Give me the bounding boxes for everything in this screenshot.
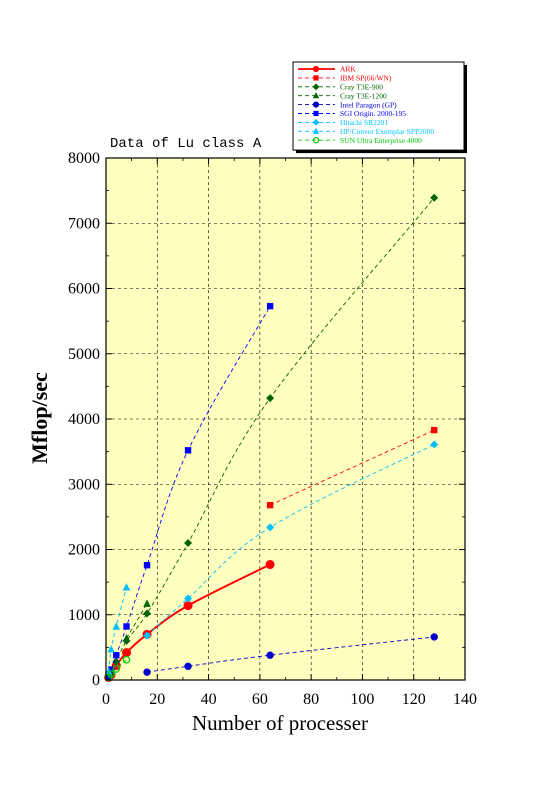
data-point bbox=[112, 622, 121, 630]
data-point bbox=[266, 651, 274, 659]
series-line bbox=[146, 636, 435, 673]
y-tick-label: 8000 bbox=[68, 150, 100, 167]
series-line bbox=[146, 444, 435, 636]
x-tick-label: 100 bbox=[350, 691, 374, 708]
data-point bbox=[143, 668, 151, 676]
y-tick-label: 7000 bbox=[68, 215, 100, 232]
legend-label: HP/Conver Exemplar SPP2000 bbox=[340, 127, 434, 136]
y-tick-label: 0 bbox=[92, 672, 100, 689]
series-cray-t3e-1200 bbox=[122, 599, 151, 642]
legend-box bbox=[292, 61, 465, 151]
legend-item: ARK bbox=[298, 65, 356, 74]
data-point bbox=[113, 652, 120, 659]
data-point bbox=[184, 447, 192, 454]
data-point bbox=[184, 662, 192, 670]
legend-item: HP/Conver Exemplar SPP2000 bbox=[298, 127, 434, 136]
data-point bbox=[312, 92, 320, 99]
legend-item: Intel Paragon (GP) bbox=[298, 100, 397, 109]
data-point bbox=[143, 561, 151, 569]
data-point bbox=[122, 655, 131, 664]
data-point bbox=[122, 648, 132, 658]
data-point bbox=[312, 127, 320, 134]
legend-label: ARK bbox=[340, 65, 356, 74]
x-tick-label: 140 bbox=[453, 691, 477, 708]
data-point bbox=[430, 633, 438, 641]
legend-label: Intel Paragon (GP) bbox=[340, 100, 397, 109]
y-tick-label: 4000 bbox=[68, 411, 100, 428]
data-point bbox=[107, 666, 115, 673]
data-point bbox=[312, 136, 320, 144]
x-tick-label: 80 bbox=[303, 691, 319, 708]
x-tick-label: 40 bbox=[201, 691, 217, 708]
series-hitachi-sr2201 bbox=[143, 440, 439, 640]
data-point bbox=[123, 623, 130, 630]
data-point bbox=[312, 119, 320, 126]
data-point bbox=[313, 75, 319, 81]
data-point bbox=[143, 631, 152, 640]
data-point bbox=[122, 634, 131, 642]
y-tick-label: 3000 bbox=[68, 476, 100, 493]
series-hp-conver-exemplar-spp2000 bbox=[104, 583, 131, 675]
y-axis-title: Mflop/sec bbox=[27, 372, 52, 464]
legend-label: Hitachi SR2201 bbox=[340, 118, 388, 127]
data-point bbox=[122, 583, 131, 591]
legend-label: SGI Origin. 2000-195 bbox=[340, 109, 406, 118]
axes: 0 20 40 60 80 100 120 140 0 1000 2000 3000 4000 5000 6… bbox=[68, 150, 477, 708]
x-tick-label: 0 bbox=[102, 691, 110, 708]
data-point bbox=[312, 65, 320, 73]
y-tick-label: 5000 bbox=[68, 346, 100, 363]
data-point bbox=[312, 83, 320, 91]
data-point bbox=[112, 665, 121, 673]
legend-item: Cray T3E-1200 bbox=[298, 91, 387, 100]
data-point bbox=[143, 609, 152, 618]
series-intel-paragon-gp bbox=[143, 633, 438, 676]
plot-background bbox=[106, 158, 465, 680]
data-point bbox=[430, 440, 439, 449]
data-point bbox=[107, 670, 115, 678]
y-tick-label: 1000 bbox=[68, 607, 100, 624]
data-point bbox=[183, 601, 193, 611]
data-point bbox=[143, 599, 151, 607]
data-point bbox=[431, 426, 438, 434]
plot-area bbox=[106, 158, 465, 680]
x-axis-title: Number of processer bbox=[192, 711, 368, 735]
chart-title: Data of Lu class A bbox=[110, 136, 262, 152]
gridlines bbox=[106, 158, 465, 680]
x-tick-label: 20 bbox=[149, 691, 165, 708]
data-point bbox=[266, 302, 274, 310]
legend-item: Hitachi SR2201 bbox=[298, 118, 388, 127]
legend-label: IBM SP(66/WN) bbox=[340, 74, 392, 83]
data-point bbox=[266, 394, 275, 403]
data-point bbox=[104, 667, 113, 675]
x-tick-label: 60 bbox=[252, 691, 268, 708]
data-point bbox=[266, 523, 275, 532]
legend-item: IBM SP(66/WN) bbox=[298, 74, 392, 83]
series-ibm-sp-66-wn bbox=[266, 426, 438, 509]
legend-label: SUN Ultra Enterprise 4000 bbox=[340, 136, 422, 145]
legend-item: SGI Origin. 2000-195 bbox=[298, 109, 406, 118]
data-point bbox=[184, 538, 193, 547]
legend-label: Cray T3E-900 bbox=[340, 83, 383, 92]
data-point bbox=[266, 501, 274, 509]
data-point bbox=[184, 594, 193, 603]
y-tick-label: 6000 bbox=[68, 281, 100, 298]
x-tick-label: 120 bbox=[402, 691, 426, 708]
data-point bbox=[107, 645, 115, 653]
data-point bbox=[430, 193, 439, 202]
data-point bbox=[265, 560, 275, 570]
series-line bbox=[108, 587, 127, 672]
series-line bbox=[269, 429, 435, 506]
legend-label: Cray T3E-1200 bbox=[340, 91, 387, 100]
data-point bbox=[313, 110, 319, 117]
legend-item: Cray T3E-900 bbox=[298, 83, 383, 92]
legend-item: SUN Ultra Enterprise 4000 bbox=[298, 136, 422, 145]
data-point bbox=[312, 101, 320, 108]
y-tick-label: 2000 bbox=[68, 542, 100, 559]
